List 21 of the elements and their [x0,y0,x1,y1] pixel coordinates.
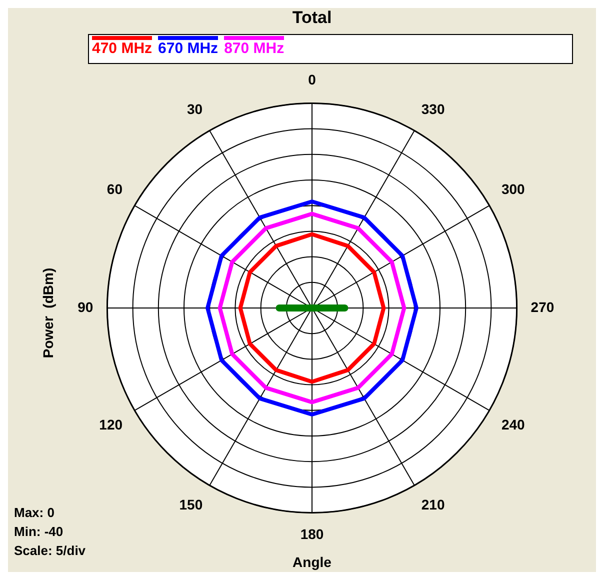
spoke-label: 60 [106,181,123,198]
spoke-label: 240 [501,416,526,433]
spoke-label: 300 [501,181,526,198]
spoke-label: 150 [179,496,203,513]
text: Angle [292,554,332,570]
spoke-label: 30 [187,100,203,117]
text: Scale: 5/div [14,542,86,560]
spoke-label: 330 [421,100,445,117]
spoke-label: 90 [78,298,94,315]
legend-label: 470 MHz [92,40,152,57]
chart-title: Total [292,8,332,27]
text: Power (dBm) [40,268,56,358]
text: Min: -40 [14,523,64,541]
text: Max: 0 [14,504,56,522]
legend-label: 670 MHz [158,40,218,57]
spoke-label: 210 [421,496,445,513]
spoke-label: 180 [300,526,324,542]
spoke-label: 270 [530,298,554,315]
legend-label: 870 MHz [224,40,284,57]
spoke-label: 120 [99,416,123,433]
spoke-label: 0 [308,72,316,88]
